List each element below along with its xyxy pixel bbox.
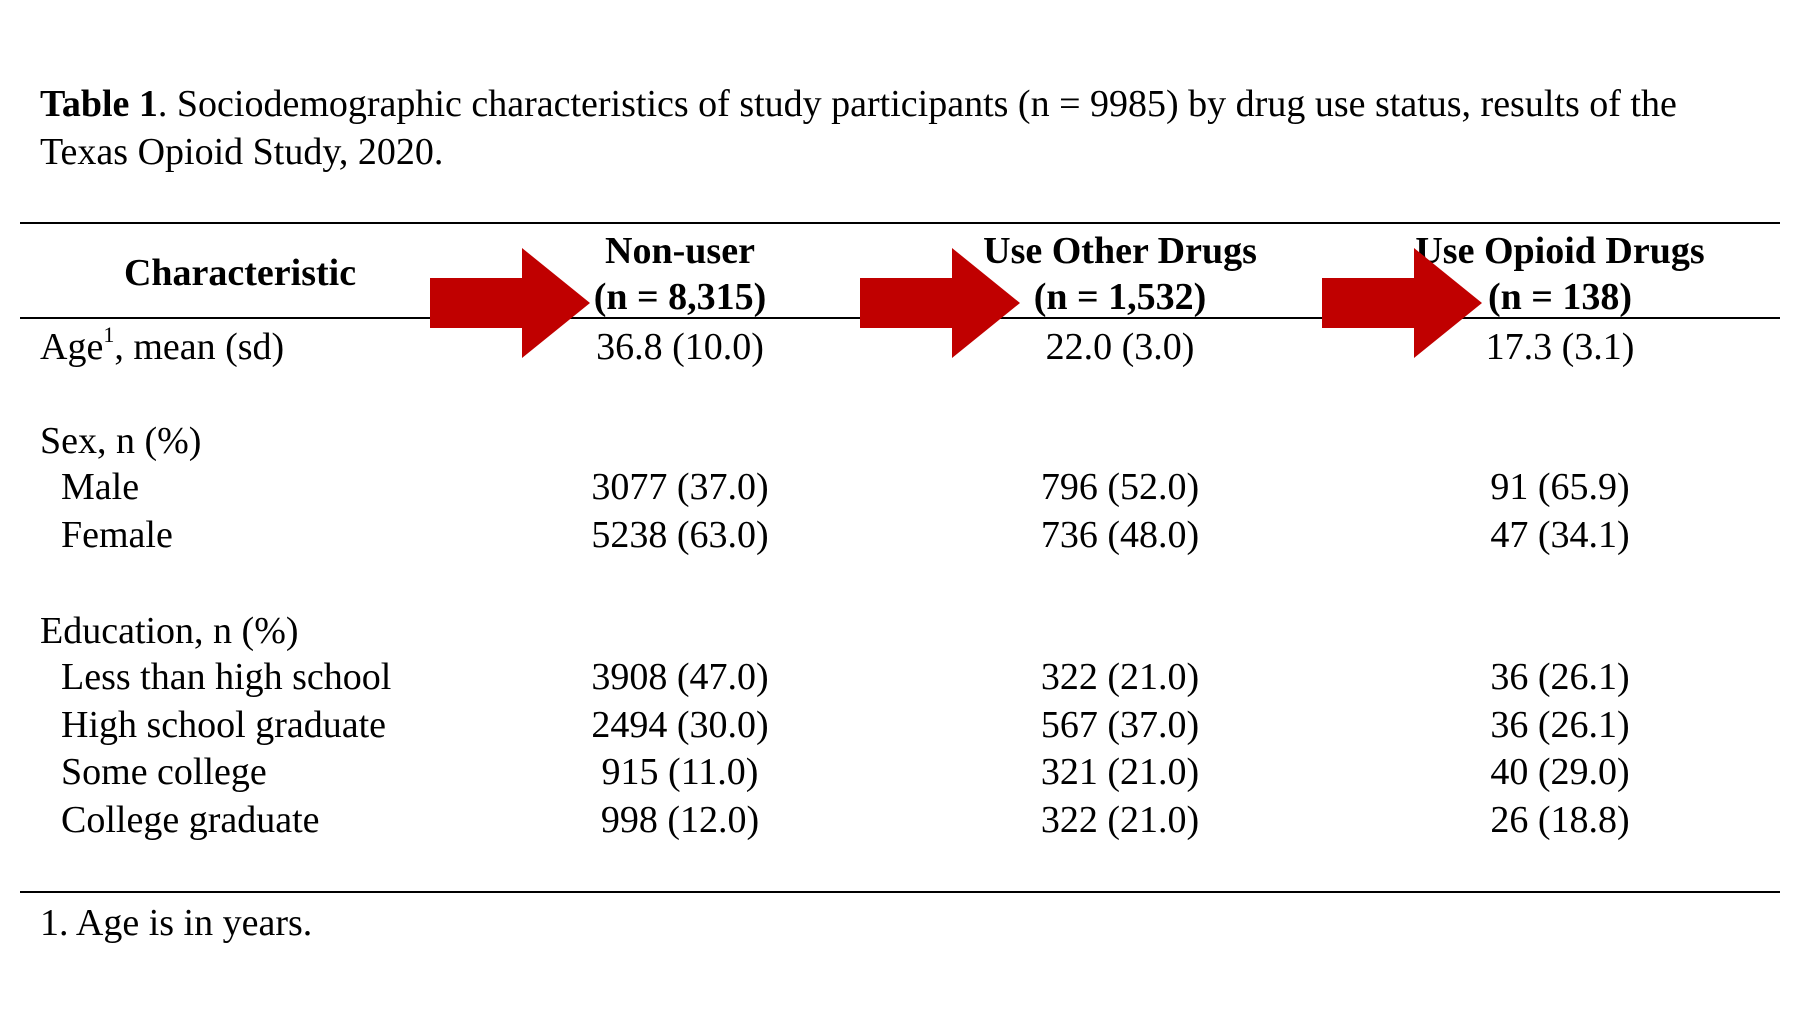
cell-male-non-user: 3077 (37.0) xyxy=(591,466,769,508)
caption-label: Table 1 xyxy=(40,83,158,125)
cell-hs-grad-other-drugs: 567 (37.0) xyxy=(1040,704,1200,746)
cell-less-hs-other-drugs: 322 (21.0) xyxy=(1040,656,1200,698)
header-other-drugs-name: Use Other Drugs xyxy=(983,230,1257,272)
table-top-rule xyxy=(20,222,1780,224)
header-characteristic: Characteristic xyxy=(40,250,440,296)
row-label-college-graduate: College graduate xyxy=(61,799,320,841)
right-arrow-icon xyxy=(430,248,620,358)
row-label-some-college: Some college xyxy=(61,751,267,793)
cell-some-college-other-drugs: 321 (21.0) xyxy=(1040,751,1200,793)
right-arrow-icon-svg xyxy=(430,248,590,358)
cell-age-non-user: 36.8 (10.0) xyxy=(596,326,764,368)
section-heading-education: Education, n (%) xyxy=(40,610,299,652)
cell-age-opioid-drugs: 17.3 (3.1) xyxy=(1485,326,1635,368)
header-characteristic-label: Characteristic xyxy=(123,252,357,294)
table-caption: Table 1. Sociodemographic characteristic… xyxy=(40,80,1760,176)
row-label-high-school-graduate: High school graduate xyxy=(61,704,387,746)
cell-male-opioid-drugs: 91 (65.9) xyxy=(1490,466,1630,508)
cell-less-hs-non-user: 3908 (47.0) xyxy=(591,656,769,698)
table-footnote: 1. Age is in years. xyxy=(40,902,313,944)
cell-some-college-opioid-drugs: 40 (29.0) xyxy=(1490,751,1630,793)
cell-female-other-drugs: 736 (48.0) xyxy=(1040,514,1200,556)
row-label-male: Male xyxy=(61,466,140,508)
section-heading-sex: Sex, n (%) xyxy=(40,420,202,462)
age-label-suffix: , mean (sd) xyxy=(114,326,285,368)
header-opioid-drugs-n: (n = 138) xyxy=(1487,276,1633,318)
cell-less-hs-opioid-drugs: 36 (26.1) xyxy=(1490,656,1630,698)
cell-male-other-drugs: 796 (52.0) xyxy=(1040,466,1200,508)
header-other-drugs: Use Other Drugs (n = 1,532) xyxy=(940,228,1300,320)
row-label-female: Female xyxy=(61,514,173,556)
right-arrow-icon-svg xyxy=(1322,248,1482,358)
header-opioid-drugs: Use Opioid Drugs (n = 138) xyxy=(1380,228,1740,320)
row-label-age: Age1, mean (sd) xyxy=(40,322,285,370)
cell-female-non-user: 5238 (63.0) xyxy=(591,514,769,556)
caption-text: . Sociodemographic characteristics of st… xyxy=(40,83,1677,173)
cell-age-other-drugs: 22.0 (3.0) xyxy=(1045,326,1195,368)
right-arrow-icon xyxy=(1322,248,1512,358)
cell-hs-grad-opioid-drugs: 36 (26.1) xyxy=(1490,704,1630,746)
cell-college-grad-opioid-drugs: 26 (18.8) xyxy=(1490,799,1630,841)
age-label-text: Age xyxy=(40,326,104,368)
right-arrow-icon-svg xyxy=(860,248,1020,358)
cell-some-college-non-user: 915 (11.0) xyxy=(601,751,759,793)
header-non-user-n: (n = 8,315) xyxy=(593,276,767,318)
header-opioid-drugs-name: Use Opioid Drugs xyxy=(1415,230,1705,272)
row-label-less-than-high-school: Less than high school xyxy=(61,656,392,698)
age-footnote-marker: 1 xyxy=(103,322,115,347)
header-other-drugs-n: (n = 1,532) xyxy=(1033,276,1207,318)
header-non-user: Non-user (n = 8,315) xyxy=(520,228,840,320)
cell-female-opioid-drugs: 47 (34.1) xyxy=(1490,514,1630,556)
cell-college-grad-non-user: 998 (12.0) xyxy=(600,799,760,841)
right-arrow-icon xyxy=(860,248,1050,358)
header-non-user-name: Non-user xyxy=(605,230,755,272)
cell-college-grad-other-drugs: 322 (21.0) xyxy=(1040,799,1200,841)
table-bottom-rule xyxy=(20,891,1780,893)
cell-hs-grad-non-user: 2494 (30.0) xyxy=(591,704,769,746)
